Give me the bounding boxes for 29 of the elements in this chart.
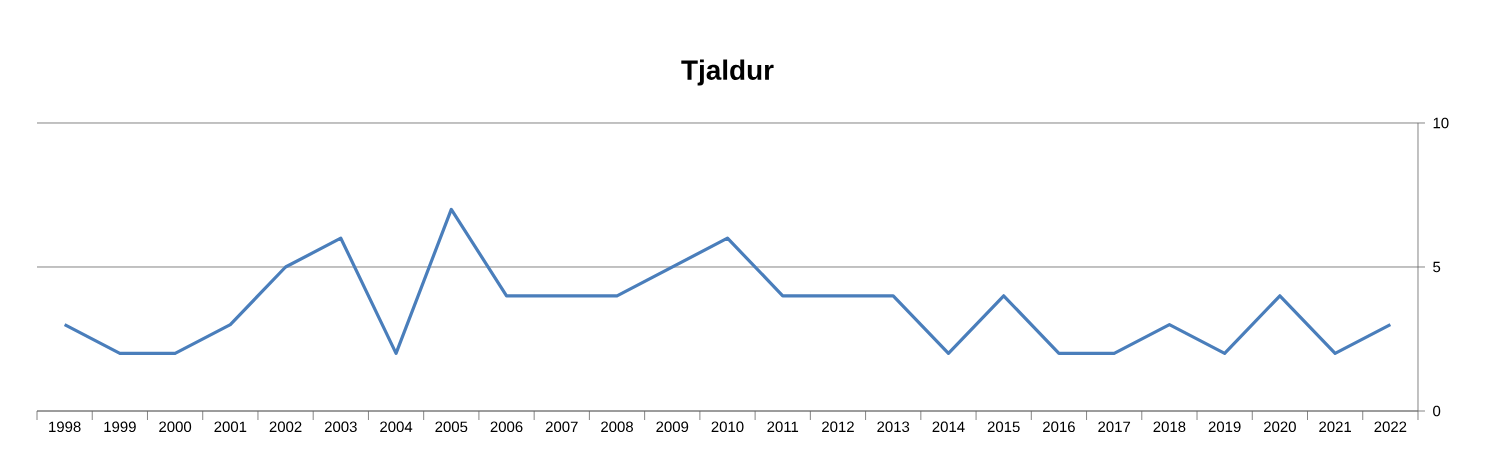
x-tick-label: 2019 <box>1208 421 1241 433</box>
x-tick-label: 2001 <box>214 421 247 433</box>
x-tick-label: 2007 <box>545 421 578 433</box>
chart-title: Tjaldur <box>681 59 774 86</box>
x-tick-label: 2021 <box>1319 421 1352 433</box>
x-tick-label: 2017 <box>1098 421 1131 433</box>
x-tick-label: 2012 <box>822 421 854 433</box>
x-tick-label: 2018 <box>1153 421 1186 433</box>
x-tick-label: 2010 <box>711 421 744 433</box>
x-tick-label: 2020 <box>1264 421 1296 433</box>
x-tick-label: 2016 <box>1043 421 1075 433</box>
y-tick-label: 5 <box>1433 261 1441 273</box>
y-tick-label: 10 <box>1433 117 1449 129</box>
x-tick-label: 1999 <box>104 421 136 433</box>
y-tick-label: 0 <box>1433 405 1441 417</box>
x-tick-label: 2009 <box>656 421 689 433</box>
x-tick-label: 2013 <box>877 421 910 433</box>
x-tick-label: 2004 <box>380 421 413 433</box>
x-tick-label: 2002 <box>269 421 302 433</box>
x-tick-label: 2008 <box>601 421 633 433</box>
x-tick-label: 1998 <box>49 421 81 433</box>
x-tick-label: 2011 <box>767 421 799 433</box>
x-tick-label: 2022 <box>1374 421 1407 433</box>
x-tick-label: 2005 <box>435 421 468 433</box>
x-tick-label: 2015 <box>987 421 1020 433</box>
x-tick-label: 2006 <box>490 421 523 433</box>
x-tick-label: 2000 <box>159 421 192 433</box>
x-tick-label: 2014 <box>932 421 965 433</box>
x-tick-label: 2003 <box>324 421 357 433</box>
